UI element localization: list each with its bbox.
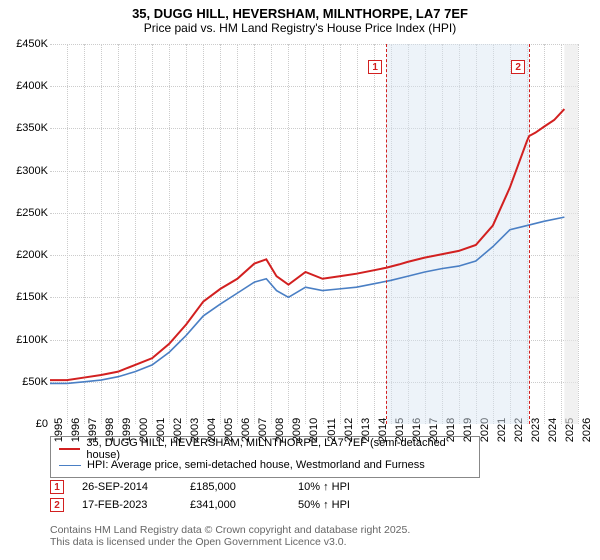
credits: Contains HM Land Registry data © Crown c… [50,524,410,548]
legend-label: HPI: Average price, semi-detached house,… [87,459,425,471]
marker-price: £185,000 [190,481,280,493]
y-tick-label: £300K [16,165,48,177]
chart-subtitle: Price paid vs. HM Land Registry's House … [0,21,600,35]
marker-delta: 50% ↑ HPI [298,499,388,511]
y-tick-label: £0 [36,418,48,430]
y-tick-label: £100K [16,334,48,346]
y-tick-label: £350K [16,122,48,134]
legend: 35, DUGG HILL, HEVERSHAM, MILNTHORPE, LA… [50,436,480,478]
shaded-band [564,44,578,424]
legend-swatch [59,448,80,450]
marker-guideline [386,44,387,424]
y-tick-label: £200K [16,249,48,261]
y-tick-label: £150K [16,291,48,303]
marker-date: 26-SEP-2014 [82,481,172,493]
chart-title: 35, DUGG HILL, HEVERSHAM, MILNTHORPE, LA… [0,6,600,21]
marker-date: 17-FEB-2023 [82,499,172,511]
marker-table-row: 1 26-SEP-2014 £185,000 10% ↑ HPI [50,478,388,496]
marker-table-row: 2 17-FEB-2023 £341,000 50% ↑ HPI [50,496,388,514]
legend-swatch [59,465,81,466]
legend-label: 35, DUGG HILL, HEVERSHAM, MILNTHORPE, LA… [86,437,471,461]
title-block: 35, DUGG HILL, HEVERSHAM, MILNTHORPE, LA… [0,0,600,37]
credits-line: Contains HM Land Registry data © Crown c… [50,524,410,536]
legend-row-hpi: HPI: Average price, semi-detached house,… [59,457,471,473]
shaded-band [386,44,529,424]
marker-badge: 1 [50,480,64,494]
y-tick-label: £50K [22,376,48,388]
marker-price: £341,000 [190,499,280,511]
x-tick-label: 2026 [581,418,593,442]
marker-guideline [529,44,530,424]
credits-line: This data is licensed under the Open Gov… [50,536,410,548]
y-tick-label: £450K [16,38,48,50]
marker-table: 1 26-SEP-2014 £185,000 10% ↑ HPI 2 17-FE… [50,478,388,514]
marker-badge-on-plot: 1 [368,60,382,74]
marker-delta: 10% ↑ HPI [298,481,388,493]
x-gridline [578,44,579,424]
legend-row-price-paid: 35, DUGG HILL, HEVERSHAM, MILNTHORPE, LA… [59,441,471,457]
marker-badge-on-plot: 2 [511,60,525,74]
y-tick-label: £400K [16,80,48,92]
plot-area [50,44,578,424]
y-tick-label: £250K [16,207,48,219]
marker-badge: 2 [50,498,64,512]
chart-container: 35, DUGG HILL, HEVERSHAM, MILNTHORPE, LA… [0,0,600,560]
